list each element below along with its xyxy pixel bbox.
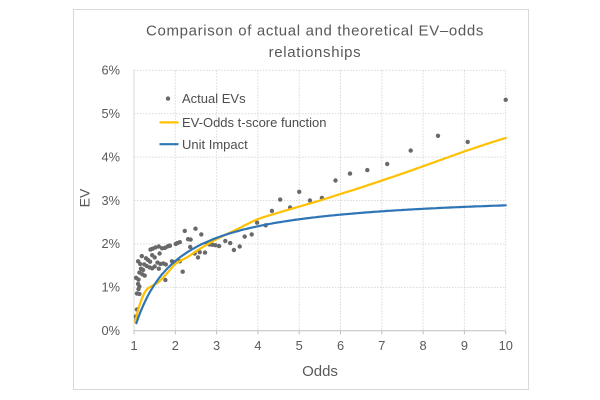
svg-text:10: 10 — [499, 338, 513, 353]
svg-text:relationships: relationships — [269, 44, 362, 61]
svg-text:0%: 0% — [102, 323, 121, 338]
svg-text:1%: 1% — [102, 280, 121, 295]
svg-text:4%: 4% — [102, 149, 121, 164]
svg-text:2%: 2% — [102, 236, 121, 251]
svg-text:Comparison of actual and theor: Comparison of actual and theoretical EV–… — [146, 23, 484, 40]
svg-text:2: 2 — [172, 338, 179, 353]
svg-text:4: 4 — [254, 338, 261, 353]
svg-text:5: 5 — [296, 338, 303, 353]
svg-text:3%: 3% — [102, 193, 121, 208]
svg-text:3: 3 — [213, 338, 220, 353]
svg-text:6%: 6% — [102, 63, 121, 78]
svg-text:7: 7 — [378, 338, 385, 353]
svg-text:1: 1 — [130, 338, 137, 353]
svg-text:EV-Odds t-score function: EV-Odds t-score function — [182, 115, 327, 130]
svg-text:Odds: Odds — [302, 363, 338, 380]
svg-text:Unit Impact: Unit Impact — [182, 137, 248, 152]
svg-text:6: 6 — [337, 338, 344, 353]
svg-text:Actual EVs: Actual EVs — [182, 91, 246, 106]
svg-text:5%: 5% — [102, 106, 121, 121]
svg-text:8: 8 — [420, 338, 427, 353]
svg-text:9: 9 — [461, 338, 468, 353]
svg-text:EV: EV — [77, 188, 93, 207]
